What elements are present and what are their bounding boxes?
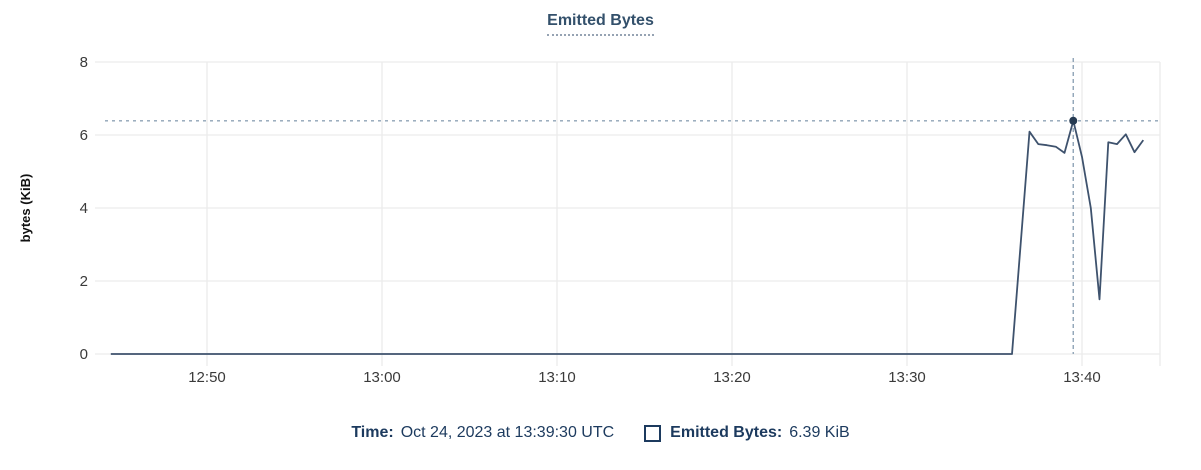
time-label: Time: xyxy=(351,424,394,441)
x-tick-label: 12:50 xyxy=(188,369,226,386)
chart-title[interactable]: Emitted Bytes xyxy=(547,12,654,36)
legend-checkbox[interactable] xyxy=(644,424,662,442)
line-chart-plot-area[interactable]: 0 2 4 6 8 12:50 13:00 13:10 13:20 13:30 13:40 bytes… xyxy=(0,0,1201,410)
legend-item-emitted-bytes[interactable]: Emitted Bytes: 6.39 KiB xyxy=(644,424,850,442)
selected-point-dot xyxy=(1069,116,1078,125)
y-axis-title: bytes (KiB) xyxy=(18,174,33,243)
x-tick-label: 13:20 xyxy=(713,369,751,386)
x-tick-label: 13:40 xyxy=(1063,369,1101,386)
crosshair-time-readout: Time: Oct 24, 2023 at 13:39:30 UTC xyxy=(351,424,614,442)
y-tick-label: 2 xyxy=(80,273,88,290)
y-tick-label: 8 xyxy=(80,54,88,71)
legend-series-value: 6.39 KiB xyxy=(789,424,850,441)
y-tick-label: 0 xyxy=(80,346,88,363)
x-tick-label: 13:00 xyxy=(363,369,401,386)
legend-series-label: Emitted Bytes: xyxy=(670,424,783,441)
chart-footer: Time: Oct 24, 2023 at 13:39:30 UTC Emitt… xyxy=(0,424,1201,442)
series-line-emitted-bytes xyxy=(110,119,1145,355)
x-tick-label: 13:10 xyxy=(538,369,576,386)
chart-title-row: Emitted Bytes xyxy=(0,12,1201,36)
y-tick-label: 4 xyxy=(80,200,88,217)
y-tick-label: 6 xyxy=(80,127,88,144)
x-tick-label: 13:30 xyxy=(888,369,926,386)
time-value: Oct 24, 2023 at 13:39:30 UTC xyxy=(400,424,615,441)
